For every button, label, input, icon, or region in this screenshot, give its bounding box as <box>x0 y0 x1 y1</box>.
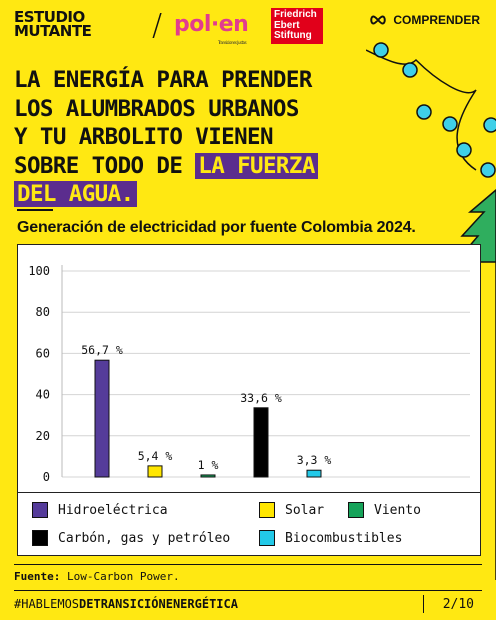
data-label: 56,7 % <box>81 343 123 357</box>
bar-viento <box>200 474 216 478</box>
light-bulb <box>416 104 432 120</box>
chart-legend: Hidroeléctrica Solar Viento Carbón, gas y p… <box>18 492 480 557</box>
light-bulb <box>483 117 496 133</box>
source-note: Fuente: Low-Carbon Power. <box>14 564 482 583</box>
bar-biocombustibles <box>306 469 322 478</box>
headline-line-5: DEL AGUA. <box>14 180 318 209</box>
infinity-icon <box>370 15 387 25</box>
data-label: 5,4 % <box>138 449 173 463</box>
source-text: Low-Carbon Power. <box>66 570 180 583</box>
page-indicator: 2/10 <box>442 597 474 612</box>
legend-item: Hidroeléctrica <box>32 502 168 518</box>
hashtag-bold: DETRANSICIÓNENERGÉTICA <box>79 597 238 611</box>
bar-chart: 0 20 40 60 80 100 56,7 % 5,4 % 1 % 33,6 % 3,3 % <box>28 264 470 484</box>
section-label-text: COMPRENDER <box>393 13 480 27</box>
light-bulb <box>442 116 458 132</box>
christmas-lights-decoration <box>366 42 496 580</box>
legend-label: Solar <box>285 502 325 518</box>
source-label: Fuente: <box>14 570 61 583</box>
polen-logo-text: pol·en <box>174 12 249 37</box>
hashtag-plain: #HABLEMOS <box>14 597 80 611</box>
light-bulb <box>373 42 389 58</box>
fes-logo: Friedrich Ebert Stiftung <box>271 8 323 44</box>
title-rule <box>17 209 53 211</box>
chart-title: Generación de electricidad por fuente Co… <box>17 219 416 236</box>
page-separator <box>422 595 424 613</box>
legend-label: Viento <box>374 502 421 518</box>
headline-highlight-2: DEL AGUA. <box>14 181 137 207</box>
legend-swatch <box>32 530 48 546</box>
headline-line-1: LA ENERGÍA PARA PRENDER <box>14 67 312 93</box>
fes-line-3: Stiftung <box>274 30 312 41</box>
data-label: 1 % <box>198 458 219 472</box>
legend-swatch <box>348 502 364 518</box>
light-bulb <box>480 162 496 178</box>
lights-wire <box>366 49 477 171</box>
headline-line-4-plain: SOBRE TODO DE <box>14 152 196 179</box>
headline-highlight-1: LA FUERZA <box>195 152 318 179</box>
chart-card: 0 20 40 60 80 100 56,7 % 5,4 % 1 % 33,6 % 3,3 % Hi… <box>17 244 481 556</box>
bar-solar <box>147 465 163 478</box>
hashtag: #HABLEMOSDETRANSICIÓNENERGÉTICA <box>14 597 238 611</box>
bar-hidroel-ctrica <box>94 359 110 478</box>
y-tick-label: 60 <box>36 346 50 360</box>
polen-logo-subtitle: Transiciones Justas <box>218 40 247 45</box>
footer: #HABLEMOSDETRANSICIÓNENERGÉTICA 2/10 <box>14 590 482 617</box>
brand-line-2: MUTANTE <box>14 22 92 40</box>
headline-line-4: SOBRE TODO DE LA FUERZA <box>14 152 318 181</box>
light-bulbs <box>373 42 496 178</box>
bar-carb-n-gas-y-petr-leo <box>253 407 269 478</box>
section-label: COMPRENDER <box>369 13 480 27</box>
brand-line-1: ESTUDIO <box>14 8 85 26</box>
header: ESTUDIO MUTANTE / pol·en Transiciones Ju… <box>14 8 486 48</box>
legend-swatch <box>259 502 275 518</box>
headline-line-2: LOS ALUMBRADOS URBANOS <box>14 95 299 122</box>
fes-line-1: Friedrich <box>274 9 317 20</box>
y-tick-label: 80 <box>36 305 50 319</box>
headline-line-3: Y TU ARBOLITO VIENEN <box>14 124 274 150</box>
light-bulb <box>402 62 418 78</box>
legend-item: Viento <box>348 502 421 518</box>
y-tick-label: 0 <box>43 470 50 484</box>
fes-line-2: Ebert <box>274 19 300 31</box>
estudio-mutante-logo: ESTUDIO MUTANTE <box>14 8 92 40</box>
logo-divider: / <box>152 8 163 43</box>
legend-item: Biocombustibles <box>259 530 402 546</box>
tree-shape <box>454 189 496 580</box>
y-tick-label: 40 <box>36 388 50 402</box>
legend-swatch <box>32 502 48 518</box>
legend-item: Carbón, gas y petróleo <box>32 530 230 546</box>
y-tick-label: 20 <box>36 429 50 443</box>
data-label: 3,3 % <box>297 453 332 467</box>
legend-swatch <box>259 530 275 546</box>
y-tick-label: 100 <box>28 264 50 278</box>
legend-label: Biocombustibles <box>285 530 403 546</box>
headline: LA ENERGÍA PARA PRENDER LOS ALUMBRADOS U… <box>14 66 318 209</box>
legend-item: Solar <box>259 502 324 518</box>
polen-logo: pol·en Transiciones Justas <box>174 12 249 45</box>
legend-label: Carbón, gas y petróleo <box>58 530 231 546</box>
legend-label: Hidroeléctrica <box>58 502 168 518</box>
light-bulb <box>456 142 472 158</box>
data-label: 33,6 % <box>240 391 282 405</box>
